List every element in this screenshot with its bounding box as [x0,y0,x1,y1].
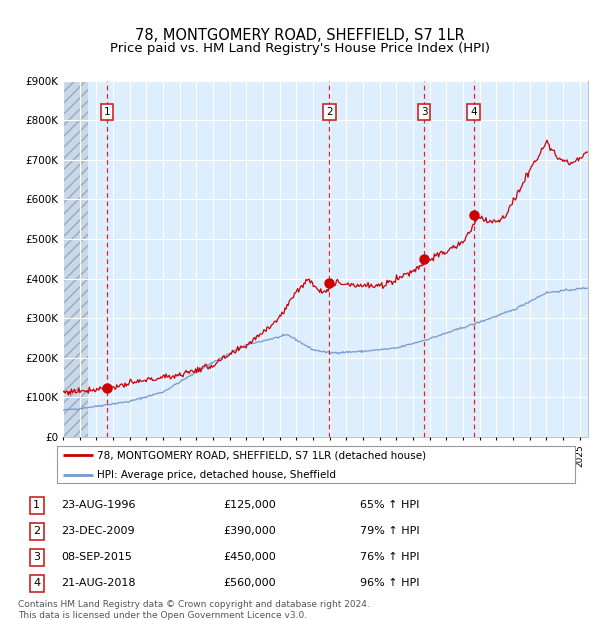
Text: 3: 3 [34,552,40,562]
Text: Price paid vs. HM Land Registry's House Price Index (HPI): Price paid vs. HM Land Registry's House … [110,43,490,55]
Text: £125,000: £125,000 [223,500,276,510]
Text: 76% ↑ HPI: 76% ↑ HPI [360,552,419,562]
Text: 08-SEP-2015: 08-SEP-2015 [61,552,131,562]
FancyBboxPatch shape [56,446,575,483]
Text: 21-AUG-2018: 21-AUG-2018 [61,578,135,588]
Text: 23-DEC-2009: 23-DEC-2009 [61,526,134,536]
Text: £560,000: £560,000 [223,578,276,588]
Text: 1: 1 [104,107,110,117]
Bar [63,81,88,437]
Text: 96% ↑ HPI: 96% ↑ HPI [360,578,419,588]
Text: 65% ↑ HPI: 65% ↑ HPI [360,500,419,510]
Text: 78, MONTGOMERY ROAD, SHEFFIELD, S7 1LR (detached house): 78, MONTGOMERY ROAD, SHEFFIELD, S7 1LR (… [97,450,426,460]
Text: 78, MONTGOMERY ROAD, SHEFFIELD, S7 1LR: 78, MONTGOMERY ROAD, SHEFFIELD, S7 1LR [135,29,465,43]
Text: HPI: Average price, detached house, Sheffield: HPI: Average price, detached house, Shef… [97,470,336,480]
Text: £450,000: £450,000 [223,552,276,562]
Text: 1: 1 [34,500,40,510]
Text: Contains HM Land Registry data © Crown copyright and database right 2024.
This d: Contains HM Land Registry data © Crown c… [18,600,370,620]
Text: 3: 3 [421,107,428,117]
Text: 2: 2 [326,107,332,117]
Text: 23-AUG-1996: 23-AUG-1996 [61,500,135,510]
Text: 79% ↑ HPI: 79% ↑ HPI [360,526,419,536]
Text: 4: 4 [33,578,40,588]
Text: £390,000: £390,000 [223,526,276,536]
Text: 4: 4 [470,107,477,117]
Text: 2: 2 [33,526,40,536]
